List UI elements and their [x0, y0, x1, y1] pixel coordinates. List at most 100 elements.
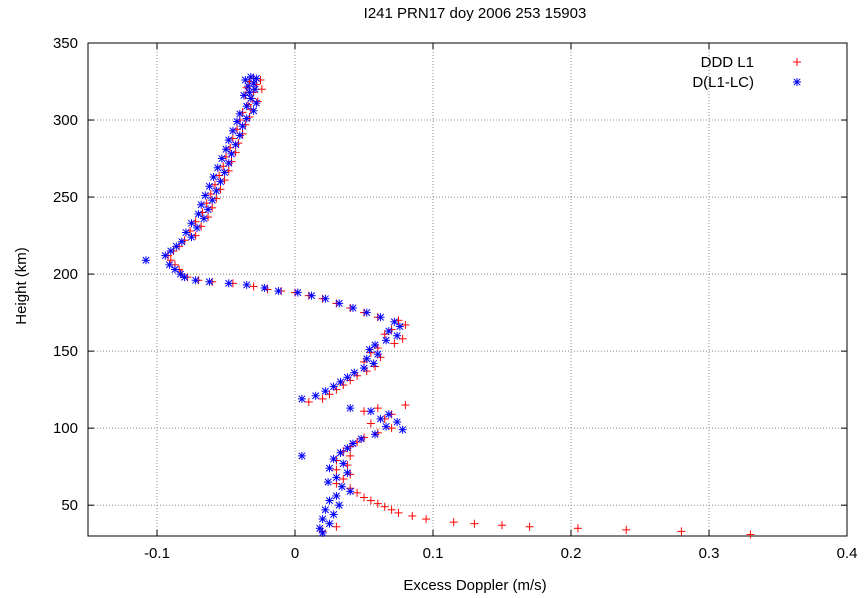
data-point [321, 387, 330, 396]
y-tick-label: 250 [53, 189, 78, 206]
data-point [387, 424, 396, 433]
data-point [346, 404, 355, 413]
data-point [336, 377, 345, 386]
data-point [360, 364, 368, 373]
tick-labels: -0.1 0 0.1 0.2 0.3 0.4 50 100 150 200 250 300 350 [53, 35, 857, 562]
data-point [390, 339, 399, 348]
chart-title: I241 PRN17 doy 2006 253 15903 [364, 5, 587, 22]
data-point [357, 434, 366, 443]
data-point [384, 410, 393, 419]
data-point [209, 173, 218, 182]
legend-label: DDD L1 [701, 54, 754, 71]
data-point [170, 265, 179, 274]
data-point [165, 260, 174, 269]
data-point [311, 391, 320, 400]
data-point [241, 75, 250, 84]
data-point [376, 313, 385, 322]
data-point [622, 525, 631, 534]
data-point [348, 303, 357, 312]
data-point [205, 277, 214, 286]
data-point [194, 210, 203, 219]
legend-label: D(L1-LC) [692, 74, 754, 91]
data-point [204, 205, 213, 214]
data-point [332, 491, 341, 500]
data-point [187, 233, 196, 242]
data-point [382, 422, 391, 431]
data-point [362, 308, 371, 317]
data-point [329, 454, 338, 463]
data-point [498, 521, 506, 530]
data-point [244, 82, 253, 91]
data-point [216, 177, 225, 186]
data-point [343, 444, 352, 453]
data-point [369, 359, 378, 368]
data-point [325, 519, 334, 528]
y-tick-label: 350 [53, 35, 78, 52]
data-point [177, 237, 186, 246]
data-point [325, 464, 334, 473]
data-point [176, 270, 185, 279]
data-point [217, 154, 226, 163]
data-point [227, 149, 236, 158]
data-point [346, 487, 355, 496]
data-point [335, 501, 344, 510]
x-tick-label: 0 [291, 545, 299, 562]
grid-lines [88, 43, 847, 536]
data-point [180, 273, 189, 282]
data-point [307, 291, 316, 300]
data-point [408, 511, 417, 520]
y-tick-label: 150 [53, 343, 78, 360]
data-point [525, 522, 534, 531]
data-point [353, 488, 362, 497]
data-point [337, 482, 346, 491]
data-point [573, 524, 582, 533]
data-point [393, 331, 402, 340]
data-point [325, 496, 334, 505]
data-point [321, 505, 330, 514]
data-point [449, 518, 458, 527]
axis-ticks [88, 42, 848, 536]
y-tick-label: 50 [61, 497, 78, 514]
data-point [321, 294, 330, 303]
data-point [304, 397, 313, 406]
data-point [257, 85, 266, 94]
data-point [373, 499, 382, 508]
data-point [384, 327, 393, 336]
data-point [339, 459, 348, 468]
data-point [205, 182, 214, 191]
data-point [362, 354, 371, 363]
y-tick-label: 100 [53, 420, 78, 437]
data-point [382, 336, 391, 345]
data-point [339, 474, 348, 483]
data-point [235, 131, 244, 140]
x-tick-label: -0.1 [144, 545, 170, 562]
data-point [224, 136, 233, 145]
data-point [350, 368, 359, 377]
data-point [249, 282, 258, 291]
data-point [297, 451, 306, 460]
data-point [161, 251, 170, 260]
data-point [318, 515, 327, 524]
data-point [373, 404, 382, 413]
data-point [315, 524, 324, 533]
data-point [380, 330, 389, 339]
data-point [252, 99, 261, 108]
data-point [366, 496, 375, 505]
data-point [222, 145, 230, 154]
data-point [371, 430, 380, 439]
x-tick-label: 0.4 [837, 545, 858, 562]
data-point [324, 478, 333, 487]
data-point [387, 505, 396, 514]
data-point [197, 200, 206, 209]
data-point [348, 439, 357, 448]
data-point [297, 394, 306, 403]
data-point [187, 219, 196, 228]
data-point [394, 508, 403, 517]
data-point [343, 373, 352, 382]
y-tick-label: 200 [53, 266, 78, 283]
data-point [220, 168, 229, 177]
data-point [245, 88, 254, 97]
data-point [191, 276, 200, 285]
data-point [242, 102, 251, 111]
data-point [380, 502, 389, 511]
